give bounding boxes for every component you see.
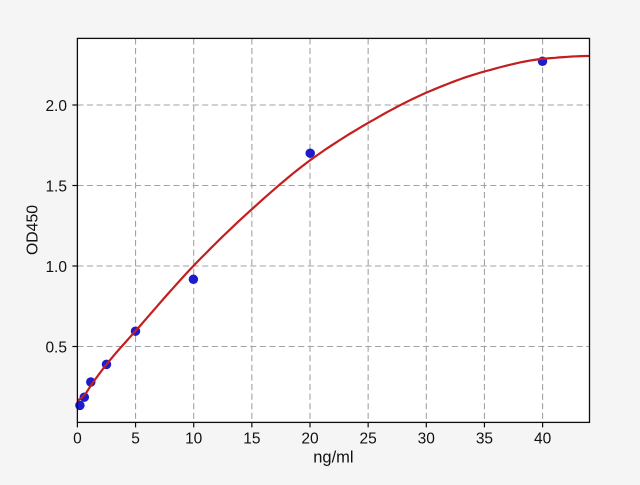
svg-text:1.5: 1.5 xyxy=(45,179,67,196)
svg-text:30: 30 xyxy=(418,430,436,447)
svg-text:0.5: 0.5 xyxy=(45,340,67,357)
svg-text:40: 40 xyxy=(534,430,552,447)
svg-text:ng/ml: ng/ml xyxy=(313,449,353,467)
svg-text:35: 35 xyxy=(476,430,493,447)
svg-text:OD450: OD450 xyxy=(25,205,42,255)
svg-text:0: 0 xyxy=(73,430,82,447)
svg-text:20: 20 xyxy=(301,430,319,447)
svg-text:15: 15 xyxy=(243,430,260,447)
svg-text:25: 25 xyxy=(360,430,377,447)
svg-text:1.0: 1.0 xyxy=(45,259,67,276)
svg-text:5: 5 xyxy=(131,430,140,447)
svg-text:10: 10 xyxy=(185,430,203,447)
svg-text:2.0: 2.0 xyxy=(45,98,67,115)
